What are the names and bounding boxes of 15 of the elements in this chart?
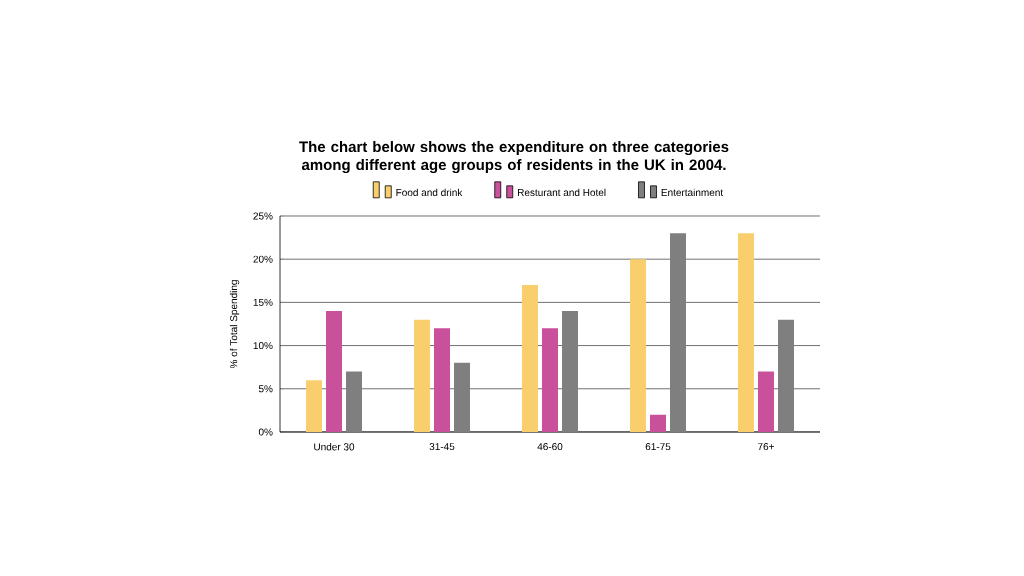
- bar: [346, 371, 362, 432]
- bar: [669, 233, 686, 432]
- bar: [306, 380, 323, 432]
- bar: [434, 328, 450, 432]
- bar: [326, 311, 343, 432]
- bar: [629, 259, 646, 432]
- bar: [757, 371, 774, 432]
- bar: [454, 362, 470, 432]
- bar: [777, 319, 794, 432]
- bar: [542, 328, 558, 432]
- bar: [650, 414, 666, 432]
- bar: [522, 285, 538, 432]
- bar: [738, 233, 754, 432]
- bar: [562, 311, 578, 432]
- bar: [414, 319, 431, 432]
